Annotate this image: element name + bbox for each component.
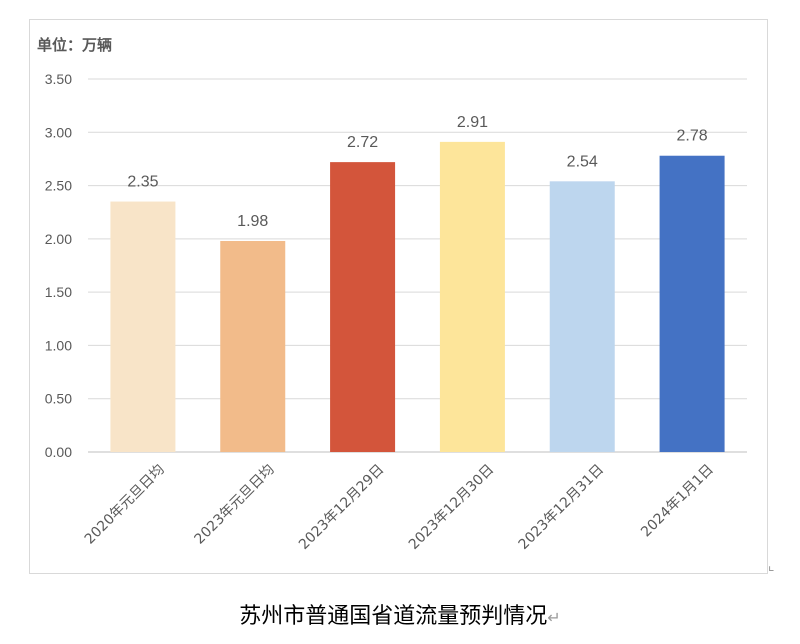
bar <box>439 141 505 452</box>
gridlines <box>88 78 747 453</box>
x-tick-label: 2020年元旦日均 <box>82 462 168 548</box>
y-tick-label: 2.50 <box>45 178 72 194</box>
data-label: 2.78 <box>677 128 708 145</box>
bar <box>659 155 725 452</box>
bar-chart: 0.00 0.50 1.00 1.50 2.00 2.50 3.00 3.50 2.35 1.9… <box>45 71 747 553</box>
x-axis-ticks: 2020年元旦日均 2023年元旦日均 2023年12月29日 2023年12月30日… <box>82 462 717 553</box>
caption-text: 苏州市普通国省道流量预判情况 <box>239 604 548 629</box>
x-tick-label: 2023年12月29日 <box>296 462 387 553</box>
y-tick-label: 0.50 <box>45 391 72 407</box>
x-tick-label: 2023年元旦日均 <box>192 462 278 548</box>
data-label: 2.72 <box>347 134 378 151</box>
y-tick-label: 0.00 <box>45 444 72 460</box>
paragraph-mark: ↵ <box>547 608 561 627</box>
y-axis-ticks: 0.00 0.50 1.00 1.50 2.00 2.50 3.00 3.50 <box>45 71 72 460</box>
bar <box>330 162 396 452</box>
y-tick-label: 1.50 <box>45 284 72 300</box>
data-label: 1.98 <box>237 213 268 230</box>
y-tick-label: 1.00 <box>45 337 72 353</box>
x-tick-label: 2024年1月1日 <box>638 462 717 541</box>
y-tick-label: 3.50 <box>45 71 72 87</box>
y-tick-label: 3.00 <box>45 124 72 140</box>
data-labels: 2.35 1.98 2.72 2.91 2.54 2.78 <box>127 114 707 230</box>
data-label: 2.35 <box>127 174 158 191</box>
data-label: 2.91 <box>457 114 488 131</box>
y-tick-label: 2.00 <box>45 231 72 247</box>
unit-label: 单位：万辆 <box>37 36 113 54</box>
data-label: 2.54 <box>567 153 598 170</box>
anchor-mark: ⌞ <box>768 558 775 574</box>
x-tick-label: 2023年12月31日 <box>516 462 607 553</box>
bar <box>110 201 176 452</box>
x-tick-label: 2023年12月30日 <box>406 462 497 553</box>
bar <box>220 240 286 452</box>
chart-caption: 苏州市普通国省道流量预判情况↵ <box>0 598 800 630</box>
bars <box>110 141 725 452</box>
bar <box>549 181 615 452</box>
